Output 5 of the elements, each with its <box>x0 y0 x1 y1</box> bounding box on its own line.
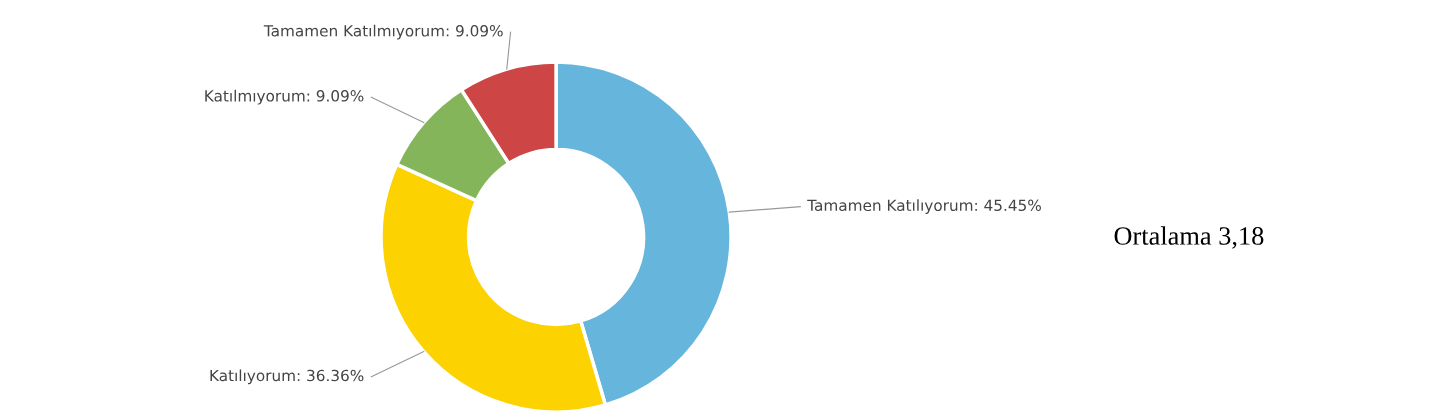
text: Ortalama 3,18 <box>1114 226 1264 249</box>
slice-label: Tamamen Katılıyorum: 45.45% <box>807 199 1041 215</box>
slice-label: Tamamen Katılmıyorum: 9.09% <box>263 24 503 40</box>
slice-label: Katılıyorum: 36.36% <box>210 369 364 385</box>
slice-label: Katılmıyorum: 9.09% <box>205 89 364 105</box>
